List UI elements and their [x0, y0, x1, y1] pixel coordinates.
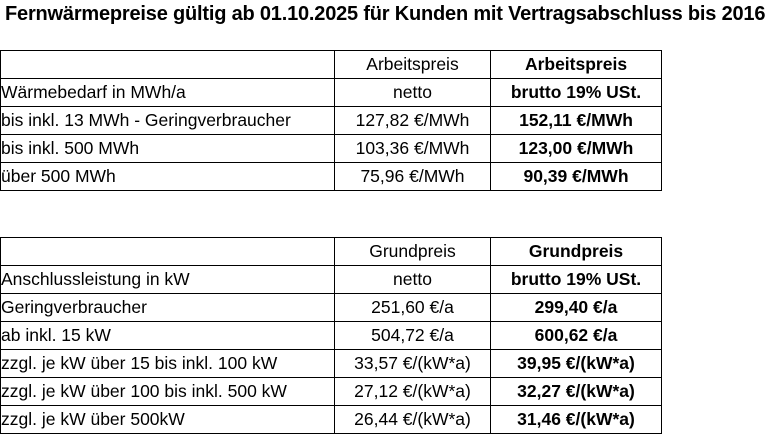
brutto-subheader: brutto 19% USt.: [490, 78, 662, 107]
row-label-cell: bis inkl. 13 MWh - Geringverbraucher: [0, 106, 335, 135]
brutto-value-cell: 31,46 €/(kW*a): [490, 405, 662, 434]
netto-subheader: netto: [334, 78, 491, 107]
table-row: bis inkl. 500 MWh 103,36 €/MWh 123,00 €/…: [0, 134, 662, 163]
netto-column-header: Arbeitspreis: [334, 50, 491, 79]
netto-value-cell: 251,60 €/a: [334, 293, 491, 322]
row-label-cell: über 500 MWh: [0, 162, 335, 191]
row-label-cell: zzgl. je kW über 100 bis inkl. 500 kW: [0, 377, 335, 406]
netto-value-cell: 504,72 €/a: [334, 321, 491, 350]
netto-value-cell: 103,36 €/MWh: [334, 134, 491, 163]
subheader-row: Anschlussleistung in kW netto brutto 19%…: [0, 265, 662, 294]
row-label-cell: zzgl. je kW über 500kW: [0, 405, 335, 434]
row-label-header: Wärmebedarf in MWh/a: [0, 78, 335, 107]
table-row: ab inkl. 15 kW 504,72 €/a 600,62 €/a: [0, 321, 662, 350]
table-row: zzgl. je kW über 15 bis inkl. 100 kW 33,…: [0, 349, 662, 378]
brutto-value-cell: 152,11 €/MWh: [490, 106, 662, 135]
row-label-cell: zzgl. je kW über 15 bis inkl. 100 kW: [0, 349, 335, 378]
row-label-cell: Geringverbraucher: [0, 293, 335, 322]
subheader-row: Wärmebedarf in MWh/a netto brutto 19% US…: [0, 78, 662, 107]
netto-subheader: netto: [334, 265, 491, 294]
brutto-value-cell: 123,00 €/MWh: [490, 134, 662, 163]
corner-cell: [0, 237, 335, 266]
netto-column-header: Grundpreis: [334, 237, 491, 266]
table-row: zzgl. je kW über 500kW 26,44 €/(kW*a) 31…: [0, 405, 662, 434]
brutto-subheader: brutto 19% USt.: [490, 265, 662, 294]
netto-value-cell: 33,57 €/(kW*a): [334, 349, 491, 378]
row-label-header: Anschlussleistung in kW: [0, 265, 335, 294]
table-row: über 500 MWh 75,96 €/MWh 90,39 €/MWh: [0, 162, 662, 191]
brutto-column-header: Grundpreis: [490, 237, 662, 266]
netto-value-cell: 75,96 €/MWh: [334, 162, 491, 191]
corner-cell: [0, 50, 335, 79]
table-row: Geringverbraucher 251,60 €/a 299,40 €/a: [0, 293, 662, 322]
brutto-column-header: Arbeitspreis: [490, 50, 662, 79]
table-row: zzgl. je kW über 100 bis inkl. 500 kW 27…: [0, 377, 662, 406]
brutto-value-cell: 600,62 €/a: [490, 321, 662, 350]
header-row: Grundpreis Grundpreis: [0, 237, 662, 266]
grundpreis-table: Grundpreis Grundpreis Anschlussleistung …: [0, 237, 662, 434]
brutto-value-cell: 39,95 €/(kW*a): [490, 349, 662, 378]
brutto-value-cell: 90,39 €/MWh: [490, 162, 662, 191]
brutto-value-cell: 299,40 €/a: [490, 293, 662, 322]
brutto-value-cell: 32,27 €/(kW*a): [490, 377, 662, 406]
page-title: Fernwärmepreise gültig ab 01.10.2025 für…: [5, 3, 766, 25]
header-row: Arbeitspreis Arbeitspreis: [0, 50, 662, 79]
netto-value-cell: 26,44 €/(kW*a): [334, 405, 491, 434]
row-label-cell: ab inkl. 15 kW: [0, 321, 335, 350]
arbeitspreis-table: Arbeitspreis Arbeitspreis Wärmebedarf in…: [0, 50, 662, 191]
netto-value-cell: 27,12 €/(kW*a): [334, 377, 491, 406]
netto-value-cell: 127,82 €/MWh: [334, 106, 491, 135]
row-label-cell: bis inkl. 500 MWh: [0, 134, 335, 163]
table-row: bis inkl. 13 MWh - Geringverbraucher 127…: [0, 106, 662, 135]
